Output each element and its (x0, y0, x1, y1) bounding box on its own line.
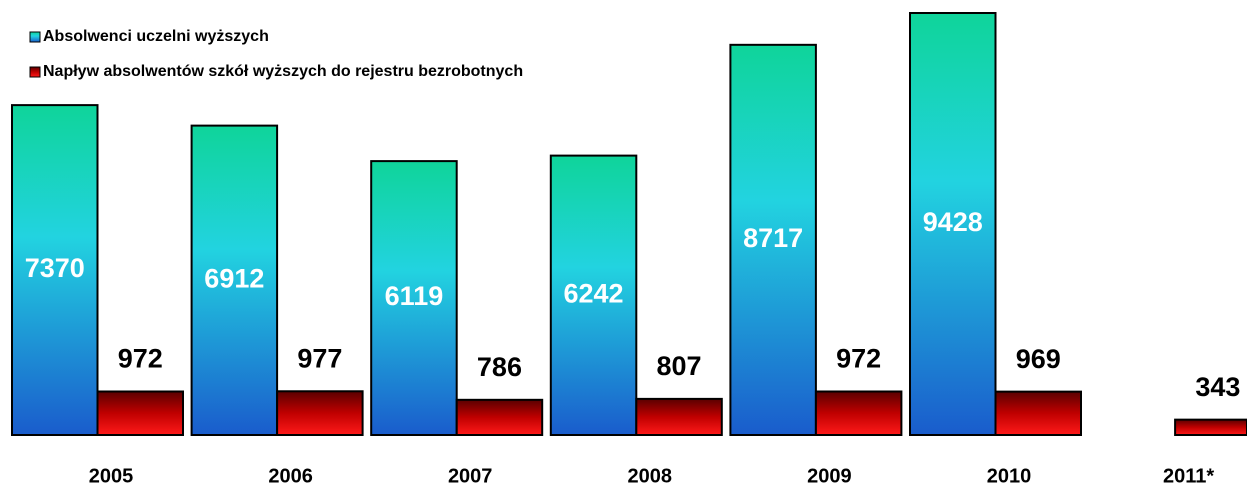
value-label: 8717 (743, 223, 803, 253)
legend-label: Absolwenci uczelni wyższych (43, 28, 269, 45)
value-label: 9428 (923, 207, 983, 237)
bar (814, 390, 903, 437)
bar (96, 390, 184, 437)
x-tick-label: 2010 (987, 465, 1032, 486)
value-label: 972 (118, 344, 163, 374)
x-tick-label: 2007 (448, 465, 493, 486)
value-label: 807 (657, 351, 702, 381)
bar (729, 43, 817, 437)
x-tick-label: 2006 (268, 465, 313, 486)
value-label: 977 (297, 343, 342, 373)
x-tick-label: 2008 (628, 465, 673, 486)
bar (11, 104, 99, 437)
value-label: 786 (477, 352, 522, 382)
bar (909, 12, 997, 436)
value-label: 343 (1195, 372, 1240, 402)
legend-label: Napływ absolwentów szkół wyższych do rej… (43, 63, 523, 80)
legend-swatch (29, 66, 41, 78)
value-label: 7370 (25, 253, 85, 283)
x-tick-label: 2005 (89, 465, 134, 486)
value-label: 6119 (385, 281, 444, 311)
value-label: 972 (836, 344, 881, 374)
bar (994, 390, 1082, 437)
value-label: 969 (1016, 344, 1061, 374)
bar (549, 154, 638, 436)
bar (370, 160, 458, 437)
value-label: 6912 (204, 263, 264, 293)
bar (1174, 418, 1247, 436)
x-tick-label: 2009 (807, 465, 852, 486)
legend-swatch (29, 31, 41, 43)
bar (190, 124, 279, 436)
bar (455, 398, 544, 437)
bar (635, 397, 723, 436)
x-tick-label: 2011* (1163, 465, 1214, 486)
bar (276, 390, 364, 436)
value-label: 6242 (564, 278, 624, 308)
